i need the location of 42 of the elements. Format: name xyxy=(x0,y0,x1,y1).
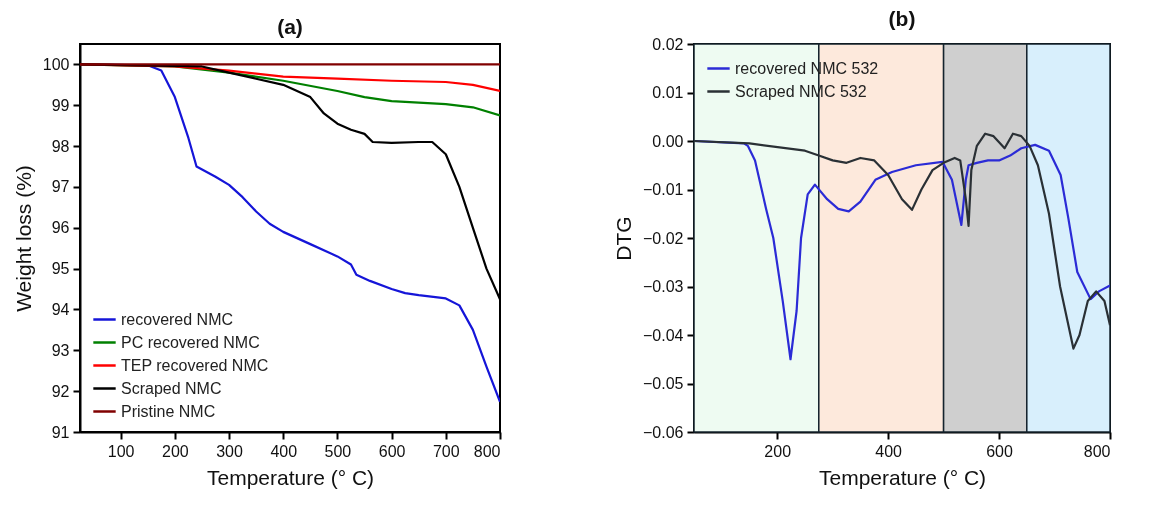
x-axis-title: Temperature (° C) xyxy=(818,465,987,489)
y-tick-label: 99 xyxy=(51,96,70,114)
y-tick-label: −0.02 xyxy=(643,229,684,247)
legend-label: TEP recovered NMC xyxy=(121,356,269,374)
y-tick-label: 92 xyxy=(51,382,70,400)
x-tick-label: 300 xyxy=(216,442,243,460)
y-tick-label: −0.01 xyxy=(643,181,684,198)
x-tick-label: 800 xyxy=(473,442,501,460)
y-tick-label: −0.04 xyxy=(643,326,684,344)
y-tick-label: 93 xyxy=(51,341,70,359)
y-tick-label: 98 xyxy=(51,137,70,155)
y-tick-label: −0.03 xyxy=(643,278,684,295)
y-tick-label: 91 xyxy=(51,423,70,441)
x-tick-label: 600 xyxy=(378,442,406,460)
legend-label: Pristine NMC xyxy=(121,402,216,420)
y-tick-label: 0.00 xyxy=(652,132,684,150)
chart-title: (b) xyxy=(888,7,916,30)
legend-label: recovered NMC xyxy=(121,310,234,328)
y-tick-label: 94 xyxy=(51,300,70,318)
x-tick-label: 200 xyxy=(161,442,189,460)
chart-title: (a) xyxy=(277,15,303,38)
x-axis-title: Temperature (° C) xyxy=(206,465,375,489)
legend-label: PC recovered NMC xyxy=(121,333,260,351)
x-tick-label: 500 xyxy=(324,442,352,460)
x-tick-label: 400 xyxy=(875,442,903,460)
y-tick-label: 97 xyxy=(51,178,70,196)
y-tick-label: 0.02 xyxy=(652,35,684,53)
y-tick-label: 96 xyxy=(51,219,70,237)
x-tick-label: 200 xyxy=(764,442,792,460)
x-tick-label: 600 xyxy=(986,442,1014,460)
y-axis-title: Weight loss (%) xyxy=(11,165,35,312)
y-tick-label: 100 xyxy=(42,55,70,73)
x-tick-label: 800 xyxy=(1083,442,1111,460)
x-tick-label: 400 xyxy=(270,442,298,460)
x-tick-label: 100 xyxy=(107,442,135,460)
y-tick-label: 95 xyxy=(51,260,70,278)
y-axis-title: DTG xyxy=(612,216,636,261)
y-tick-label: −0.06 xyxy=(643,423,684,441)
x-tick-label: 700 xyxy=(432,442,460,460)
y-tick-label: 0.01 xyxy=(652,84,684,101)
y-tick-label: −0.05 xyxy=(643,375,684,392)
legend-label: Scraped NMC xyxy=(121,379,222,397)
